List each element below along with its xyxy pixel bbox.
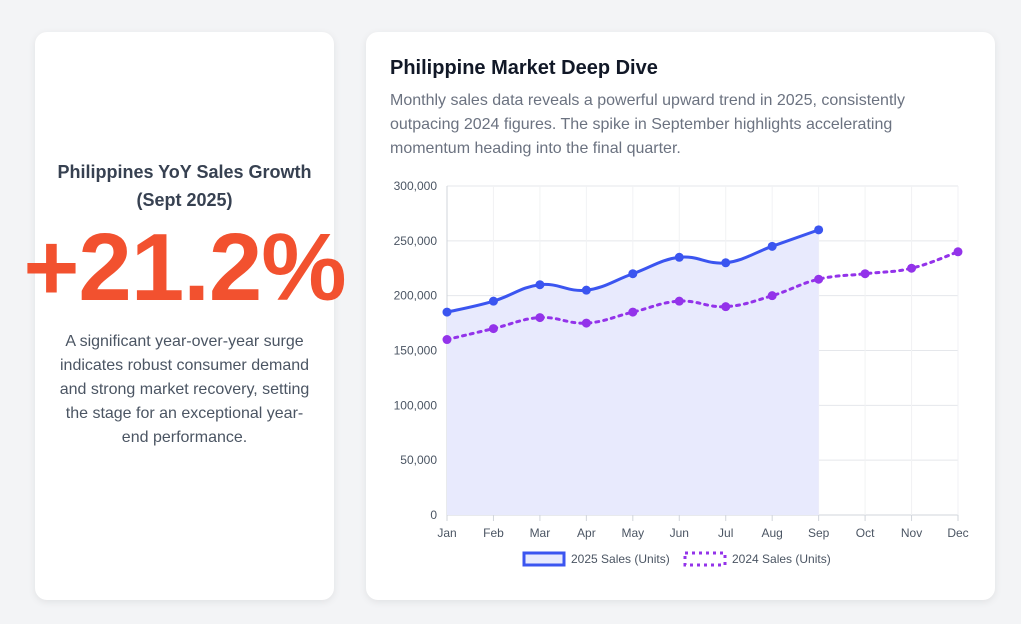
series-2025-point	[628, 269, 638, 279]
series-2025-point	[814, 225, 824, 235]
y-tick-label: 250,000	[394, 234, 438, 248]
chart-description: Monthly sales data reveals a powerful up…	[390, 92, 905, 157]
series-2024-point	[628, 307, 638, 317]
y-tick-label: 0	[430, 508, 437, 522]
series-2024-point	[488, 324, 498, 334]
series-2025-point	[767, 241, 777, 251]
series-2025-area	[447, 229, 819, 515]
chart-card: Philippine Market Deep Dive Monthly sale…	[366, 32, 995, 600]
y-tick-label: 300,000	[394, 179, 438, 193]
x-tick-label: Dec	[947, 526, 968, 540]
y-tick-label: 50,000	[400, 453, 437, 467]
series-2024-point	[721, 302, 731, 312]
series-2024-point	[907, 263, 917, 273]
legend-label-2025: 2025 Sales (Units)	[571, 552, 670, 566]
x-tick-label: Jan	[437, 526, 456, 540]
series-2024-point	[767, 291, 777, 301]
x-tick-label: Oct	[856, 526, 875, 540]
series-2025-point	[721, 258, 731, 268]
series-2024-point	[860, 269, 870, 279]
x-tick-label: Apr	[577, 526, 596, 540]
x-tick-label: Nov	[901, 526, 922, 540]
x-tick-label: Sep	[808, 526, 830, 540]
series-2024-point	[674, 296, 684, 306]
x-tick-label: May	[621, 526, 644, 540]
series-2025-point	[488, 296, 498, 306]
series-2025-point	[535, 280, 545, 290]
stat-title: Philippines YoY Sales Growth (Sept 2025)	[57, 162, 312, 210]
series-2024-point	[953, 247, 963, 257]
stat-value: +21.2%	[23, 214, 346, 321]
y-tick-label: 150,000	[394, 344, 438, 358]
series-2025-point	[581, 285, 591, 295]
chart-title: Philippine Market Deep Dive	[390, 57, 658, 79]
legend-swatch-2025	[522, 551, 566, 567]
y-tick-label: 200,000	[394, 289, 438, 303]
series-2024-point	[535, 313, 545, 323]
sales-line-chart: 0 50,000 100,000 150,000 200,000 250,000 300,0…	[394, 179, 969, 567]
series-2024-point	[581, 318, 591, 328]
series-2025-point	[674, 252, 684, 262]
legend-swatch-2024	[683, 551, 727, 567]
legend-label-2024: 2024 Sales (Units)	[732, 552, 831, 566]
stat-description: A significant year-over-year surge indic…	[59, 333, 310, 446]
x-tick-label: Jun	[670, 526, 689, 540]
series-2025-point	[442, 307, 452, 317]
x-tick-label: Jul	[718, 526, 733, 540]
y-tick-label: 100,000	[394, 398, 438, 412]
x-tick-label: Aug	[762, 526, 783, 540]
stat-card: Philippines YoY Sales Growth (Sept 2025)…	[23, 32, 347, 600]
series-2024-point	[814, 274, 824, 284]
x-tick-label: Mar	[530, 526, 551, 540]
x-tick-label: Feb	[483, 526, 504, 540]
series-2024-point	[442, 335, 452, 345]
